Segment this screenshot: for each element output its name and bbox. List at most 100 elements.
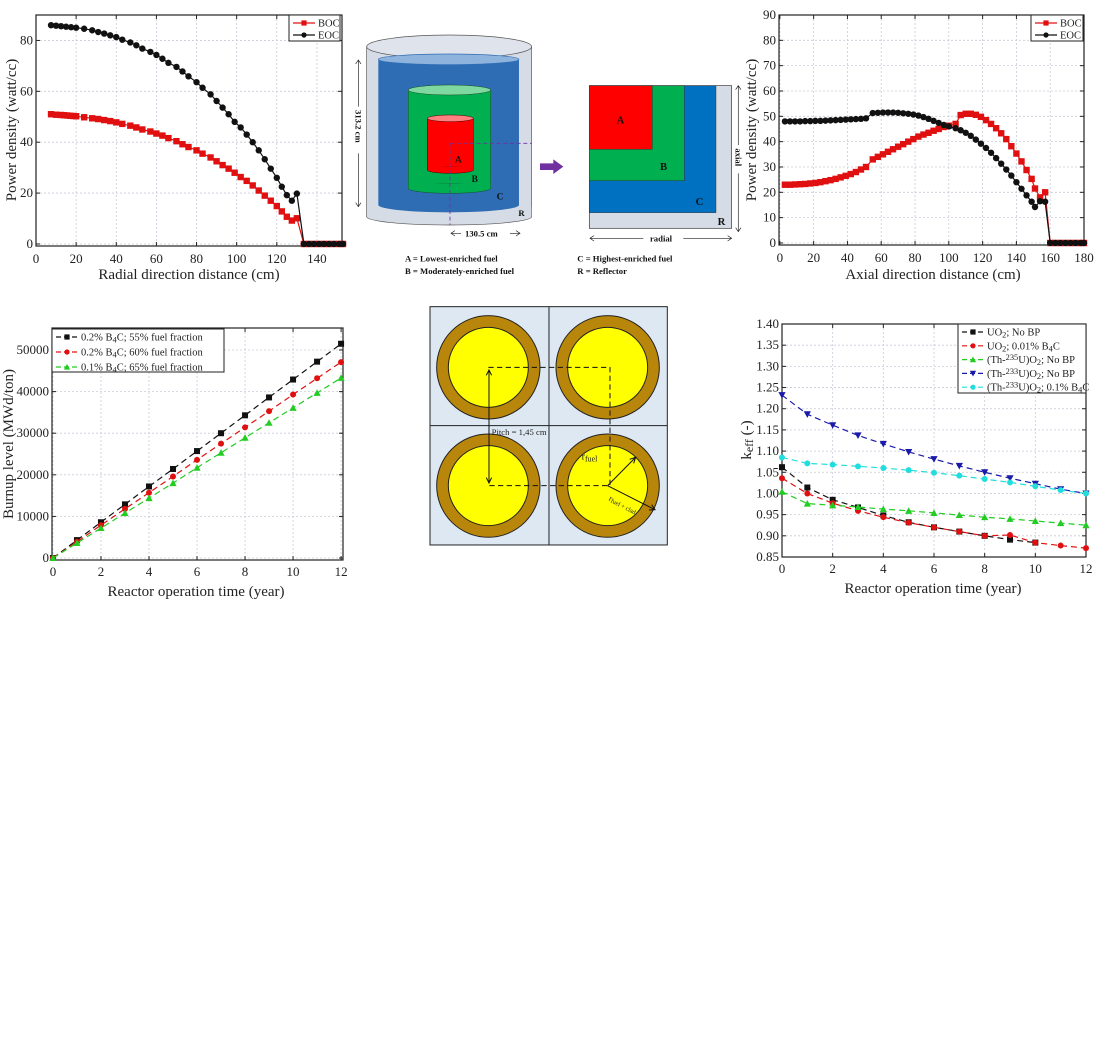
series-4 xyxy=(779,454,1089,497)
data-point xyxy=(852,115,860,123)
data-point xyxy=(88,27,96,34)
section-label-c: C xyxy=(696,197,704,208)
radial-label: radial xyxy=(650,233,673,243)
data-point xyxy=(842,116,849,123)
data-point xyxy=(339,240,347,248)
data-point xyxy=(812,179,819,187)
data-point xyxy=(945,123,953,130)
data-point xyxy=(146,483,152,490)
data-point xyxy=(213,97,220,105)
data-point xyxy=(80,114,88,121)
data-point xyxy=(778,488,786,495)
data-point xyxy=(249,139,256,146)
data-point xyxy=(822,117,829,124)
legend-marker xyxy=(969,356,977,363)
x-tick-label: 0 xyxy=(777,250,784,265)
data-point xyxy=(796,181,804,188)
y-tick-label: 20 xyxy=(763,184,776,199)
legend-entry: BOC xyxy=(1060,19,1082,30)
x-tick-label: 2 xyxy=(829,561,836,576)
data-point xyxy=(930,117,937,125)
data-point xyxy=(1006,475,1014,482)
data-point xyxy=(267,197,274,204)
legend-r: R = Reflector xyxy=(577,266,627,276)
data-point xyxy=(1047,239,1054,247)
data-point xyxy=(803,411,811,418)
legend-c: C = Highest-enriched fuel xyxy=(577,254,673,264)
legend-entry: UO2; No BP xyxy=(987,328,1040,340)
data-point xyxy=(193,147,200,154)
y-tick-label: 0.85 xyxy=(756,549,779,564)
series-0 xyxy=(781,110,1088,247)
data-point xyxy=(169,479,177,487)
section-label-r: R xyxy=(718,217,726,228)
x-tick-label: 160 xyxy=(1040,250,1060,265)
x-tick-label: 40 xyxy=(841,250,854,265)
data-point xyxy=(781,181,789,188)
data-point xyxy=(1036,194,1044,201)
data-point xyxy=(62,23,70,30)
data-point xyxy=(981,469,989,476)
data-point xyxy=(1023,192,1030,199)
section-label-a: A xyxy=(617,115,625,126)
data-point xyxy=(47,111,55,118)
data-point xyxy=(829,496,836,503)
data-point xyxy=(139,126,146,133)
data-point xyxy=(107,117,114,125)
data-point xyxy=(801,117,809,125)
data-point xyxy=(1007,479,1013,486)
data-point xyxy=(894,143,902,150)
y-tick-label: 80 xyxy=(763,32,776,47)
x-tick-label: 6 xyxy=(194,564,201,579)
zone-a-top xyxy=(427,114,474,122)
data-point xyxy=(1052,239,1059,247)
y-tick-label: 50 xyxy=(763,108,776,123)
data-point xyxy=(915,133,922,140)
data-point xyxy=(72,113,80,120)
data-point xyxy=(1032,539,1039,546)
fuel-pins xyxy=(436,315,660,538)
data-point xyxy=(173,63,180,71)
data-point xyxy=(956,472,963,479)
data-point xyxy=(1041,189,1049,196)
radius-label: 130.5 cm xyxy=(465,228,498,238)
legend-entry: (Th-233U)O2; 0.1% B4C xyxy=(987,381,1089,394)
data-point xyxy=(133,124,140,131)
data-point xyxy=(305,240,313,248)
zone-b-fill xyxy=(408,183,491,189)
data-point xyxy=(225,165,232,172)
data-point xyxy=(884,148,892,155)
data-point xyxy=(957,127,964,134)
y-axis-label: Power density (watt/cc) xyxy=(744,59,760,201)
chart-burnup-level: 0 2 4 6 8 10 12 0 10000 20000 30000 40000 50000 React… xyxy=(1,327,348,600)
section-label-b: B xyxy=(660,162,667,173)
x-tick-label: 0 xyxy=(33,251,40,266)
radius-dimension xyxy=(450,230,521,237)
data-point xyxy=(273,174,280,182)
y-tick-label: 0 xyxy=(770,235,777,250)
legend-entry: 0.2% B4C; 55% fuel fraction xyxy=(81,333,203,345)
y-tick-label: 40 xyxy=(763,134,776,149)
pitch-label: Pitch = 1,45 cm xyxy=(492,427,547,437)
data-point xyxy=(880,514,887,521)
data-point xyxy=(889,109,897,116)
x-tick-label: 20 xyxy=(807,250,820,265)
data-point xyxy=(812,117,819,125)
x-tick-label: 0 xyxy=(50,564,57,579)
data-point xyxy=(779,454,785,461)
axial-dimension xyxy=(735,85,742,233)
y-tick-label: 1.40 xyxy=(756,316,779,331)
data-point xyxy=(73,539,81,547)
data-point xyxy=(827,117,834,124)
pin-lattice-diagram: Pitch = 1,45 cm rfuel rfuel + clad xyxy=(429,306,668,546)
legend-box xyxy=(957,323,1087,394)
data-point xyxy=(283,191,291,199)
data-point xyxy=(147,48,154,56)
data-point xyxy=(95,115,102,123)
data-point xyxy=(847,116,855,123)
data-point xyxy=(915,112,922,119)
y-tick-label: 0 xyxy=(27,236,34,251)
series-0 xyxy=(779,464,1039,546)
data-point xyxy=(1057,239,1064,247)
data-point xyxy=(261,156,268,163)
